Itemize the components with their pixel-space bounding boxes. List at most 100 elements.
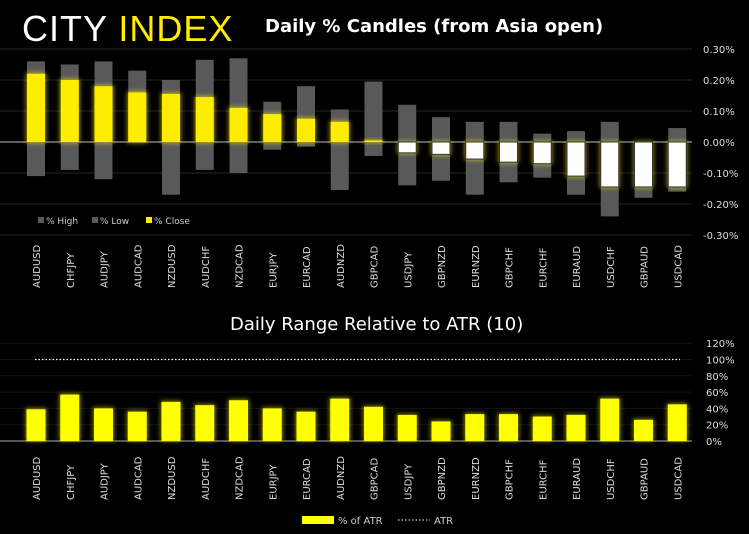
atr-bar bbox=[532, 416, 552, 441]
x-tick-label: GBPNZD bbox=[437, 457, 448, 500]
x-tick-label: AUDUSD bbox=[32, 244, 43, 288]
atr-bar bbox=[60, 394, 80, 441]
x-tick-label: NZDCAD bbox=[235, 456, 246, 500]
low-bar bbox=[27, 142, 45, 177]
x-tick-label: EURAUD bbox=[572, 246, 583, 288]
close-bar bbox=[229, 107, 248, 142]
high-bar bbox=[600, 121, 619, 142]
x-tick-label: EURNZD bbox=[471, 245, 482, 288]
x-tick-label: AUDCHF bbox=[201, 458, 212, 500]
low-bar bbox=[364, 142, 383, 156]
y-tick-label: 100% bbox=[706, 356, 735, 367]
atr-bar bbox=[127, 411, 147, 441]
atr-bar bbox=[600, 398, 620, 441]
x-tick-label: EURNZD bbox=[471, 457, 482, 500]
x-tick-label: GBPCAD bbox=[370, 246, 381, 288]
atr-bar bbox=[499, 414, 518, 441]
x-tick-label: USDCHF bbox=[606, 458, 617, 500]
candles-chart-title: Daily % Candles (from Asia open) bbox=[265, 16, 604, 37]
legend-swatch bbox=[146, 217, 152, 223]
low-bar bbox=[94, 142, 113, 180]
high-bar bbox=[398, 104, 417, 142]
x-tick-label: GBPCHF bbox=[505, 459, 516, 500]
x-tick-label: USDJPY bbox=[403, 251, 414, 288]
x-tick-label: USDCAD bbox=[673, 245, 684, 288]
x-tick-label: EURCHF bbox=[538, 247, 549, 288]
high-bar bbox=[668, 128, 687, 142]
close-bar bbox=[566, 141, 586, 177]
x-tick-label: CHFJPY bbox=[66, 252, 77, 288]
low-bar bbox=[263, 142, 282, 150]
close-bar bbox=[27, 73, 45, 142]
atr-bar bbox=[566, 414, 586, 441]
x-tick-label: GBPAUD bbox=[640, 458, 651, 500]
x-tick-label: EURAUD bbox=[572, 458, 583, 500]
x-tick-label: NZDUSD bbox=[167, 456, 178, 500]
logo-index: INDEX bbox=[118, 8, 234, 49]
close-bar bbox=[60, 80, 79, 142]
close-bar bbox=[499, 141, 518, 163]
close-bar bbox=[364, 140, 383, 142]
close-bar bbox=[162, 93, 180, 142]
x-tick-label: AUDJPY bbox=[100, 250, 111, 288]
close-bar bbox=[667, 141, 687, 188]
atr-bar bbox=[397, 414, 417, 441]
y-tick-label: 120% bbox=[706, 339, 735, 350]
close-bar bbox=[600, 141, 620, 188]
x-tick-label: USDCHF bbox=[606, 246, 617, 288]
close-bar bbox=[465, 141, 485, 160]
atr-bar bbox=[94, 408, 113, 441]
legend-swatch bbox=[38, 217, 44, 223]
x-tick-label: EURCHF bbox=[538, 459, 549, 500]
atr-bar bbox=[262, 408, 282, 441]
x-tick-label: AUDUSD bbox=[32, 456, 43, 500]
atr-bar bbox=[364, 406, 383, 441]
atr-bar bbox=[634, 419, 653, 441]
high-bar bbox=[364, 81, 383, 142]
legend-label: % Low bbox=[100, 217, 129, 227]
x-tick-label: EURCAD bbox=[302, 458, 313, 500]
x-tick-label: AUDNZD bbox=[336, 244, 347, 288]
close-bar bbox=[397, 141, 417, 154]
atr-bar bbox=[26, 409, 46, 441]
legend-label: % Close bbox=[154, 217, 190, 227]
y-tick-label: 60% bbox=[706, 388, 728, 399]
y-tick-label: 80% bbox=[706, 372, 728, 383]
x-tick-label: GBPCHF bbox=[505, 247, 516, 288]
x-tick-label: USDCAD bbox=[673, 457, 684, 500]
y-tick-label: 0.20% bbox=[703, 76, 735, 87]
x-tick-label: GBPCAD bbox=[370, 458, 381, 500]
y-tick-label: -0.10% bbox=[703, 169, 738, 180]
y-tick-label: -0.20% bbox=[703, 200, 738, 211]
y-tick-label: -0.30% bbox=[703, 231, 738, 242]
low-bar bbox=[330, 142, 349, 191]
x-tick-label: NZDUSD bbox=[167, 244, 178, 288]
close-bar bbox=[297, 118, 315, 142]
atr-bar bbox=[296, 411, 316, 441]
x-tick-label: EURJPY bbox=[268, 252, 279, 288]
close-bar bbox=[634, 141, 653, 188]
x-tick-label: USDJPY bbox=[403, 463, 414, 500]
city-index-logo: CITY INDEX bbox=[22, 8, 233, 50]
x-tick-label: AUDCAD bbox=[133, 244, 144, 288]
y-tick-label: 0.00% bbox=[703, 138, 735, 149]
x-tick-label: AUDNZD bbox=[336, 456, 347, 500]
x-tick-label: AUDCAD bbox=[133, 456, 144, 500]
x-tick-label: NZDCAD bbox=[235, 244, 246, 288]
atr-bar bbox=[667, 404, 687, 441]
logo-city: CITY bbox=[22, 8, 108, 49]
y-tick-label: 20% bbox=[706, 421, 728, 432]
close-bar bbox=[195, 97, 214, 142]
atr-bar bbox=[330, 398, 350, 441]
high-bar bbox=[499, 121, 518, 142]
x-tick-label: AUDJPY bbox=[100, 462, 111, 500]
close-bar bbox=[94, 86, 113, 142]
atr-bar bbox=[195, 405, 215, 441]
x-tick-label: EURCAD bbox=[302, 246, 313, 288]
high-bar bbox=[465, 121, 484, 142]
atr-chart-title: Daily Range Relative to ATR (10) bbox=[230, 314, 524, 335]
y-tick-label: 0.30% bbox=[703, 45, 735, 56]
close-bar bbox=[532, 141, 552, 165]
